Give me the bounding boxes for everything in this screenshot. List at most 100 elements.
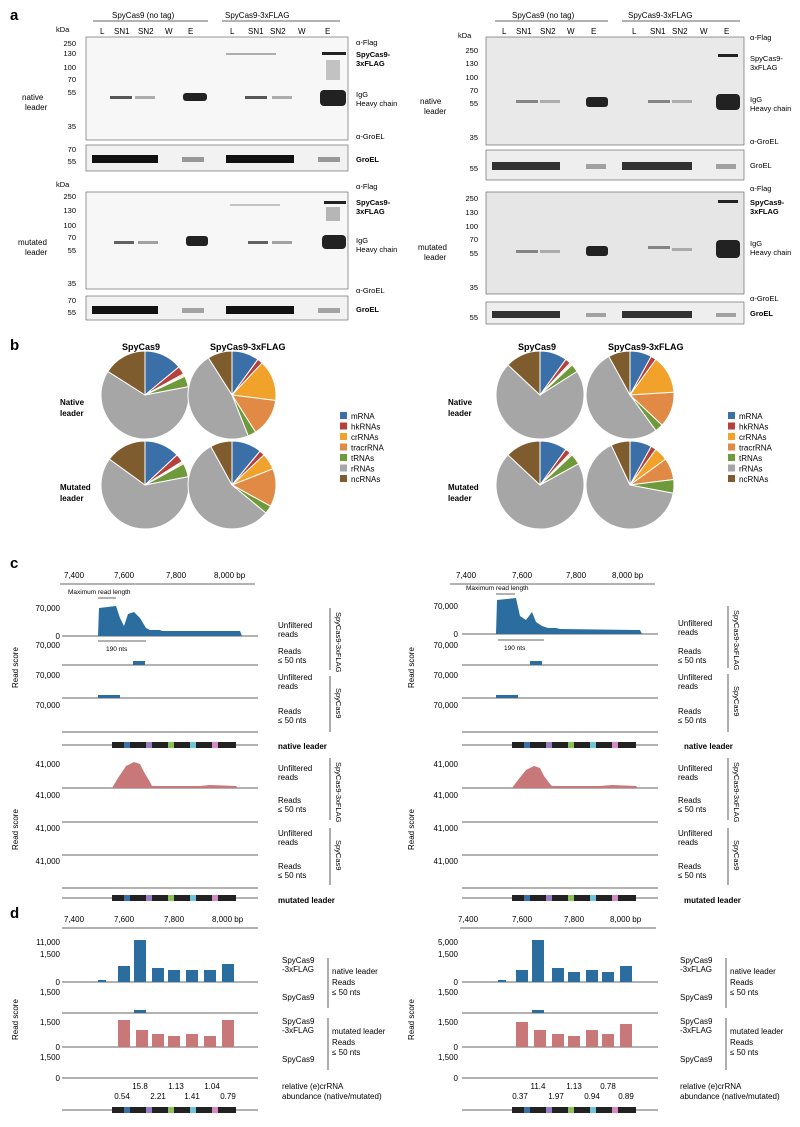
pie-row-label: Mutated (448, 483, 479, 492)
rel-abundance: 1.13 (168, 1082, 184, 1091)
track-scale: 70,000 (434, 701, 459, 710)
ab-groel-label: α-GroEL (356, 132, 385, 141)
rel-abundance: 0.79 (220, 1092, 236, 1101)
track-scale: 70,000 (36, 604, 61, 613)
bp-tick: 7,800 (564, 915, 585, 924)
bp-tick: 8,000 bp (212, 915, 244, 924)
track-group-label: SpyCas9-3xFLAG (732, 762, 741, 823)
track-label: ≤ 50 nts (678, 871, 706, 880)
track-label: SpyCas9 (680, 1055, 713, 1064)
ladder-mark: 55 (68, 88, 76, 97)
ladder-mark: 55 (470, 313, 478, 322)
track-label: Unfiltered (678, 673, 712, 682)
track-scale: 1,500 (438, 950, 459, 959)
pie-slice-ncrnas (107, 350, 146, 396)
track-label: mutated leader (730, 1027, 784, 1036)
track-scale: 1,500 (438, 1053, 459, 1062)
leader-label: mutated leader (278, 896, 335, 905)
track-scale: 70,000 (434, 641, 459, 650)
ab-flag-label: α-Flag (356, 38, 377, 47)
pie-slice-ncrnas (210, 440, 233, 486)
track-scale: 0 (56, 632, 61, 641)
ladder-mark: 55 (470, 164, 478, 173)
bp-tick: 8,000 bp (612, 571, 644, 580)
track-label: SpyCas9 (680, 993, 713, 1002)
track-scale: 41,000 (434, 824, 459, 833)
rel-abundance: 0.37 (512, 1092, 528, 1101)
rel-abundance: 0.54 (114, 1092, 130, 1101)
igg-label: IgG (356, 236, 368, 245)
bp-tick: 8,000 bp (610, 915, 642, 924)
lane-label: E (591, 27, 596, 36)
legend-swatch (728, 433, 735, 440)
track-label: reads (678, 628, 698, 637)
track-scale: 0 (454, 978, 459, 987)
spycas9-band-label: SpyCas9- (356, 198, 391, 207)
pie-row-label: Mutated (60, 483, 91, 492)
track-label: mutated leader (332, 1027, 386, 1036)
track-label: Reads (678, 862, 701, 871)
legend-label: tRNAs (351, 454, 374, 463)
track-label: SpyCas9 (680, 1017, 713, 1026)
track-scale: 0 (454, 1074, 459, 1083)
legend-label: hkRNAs (739, 423, 768, 432)
ladder-mark: 70 (68, 75, 76, 84)
legend-swatch (728, 464, 735, 472)
ladder-mark: 130 (465, 208, 478, 217)
track-label: ≤ 50 nts (730, 1048, 758, 1057)
ladder-mark: 70 (470, 235, 478, 244)
spycas9-band-label: 3xFLAG (356, 207, 385, 216)
kda-label: kDa (56, 180, 70, 189)
bp-tick: 7,600 (512, 571, 533, 580)
spycas9-band-label: SpyCas9- (356, 50, 391, 59)
blot-right: SpyCas9 (no tag) SpyCas9-3xFLAG L SN1 SN… (418, 11, 791, 325)
track-scale: 70,000 (36, 641, 61, 650)
track-scale: 0 (454, 1043, 459, 1052)
legend-label: mRNA (739, 412, 763, 421)
ladder-mark: 55 (68, 157, 76, 166)
row-label-mutated: leader (25, 248, 48, 257)
track-group-label: SpyCas9 (334, 688, 343, 718)
spycas9-band-label: SpyCas9- (750, 198, 785, 207)
track-label: Reads (278, 707, 301, 716)
read-score-label: Read score (407, 999, 416, 1040)
blot-right-group-1: SpyCas9 (no tag) (512, 11, 575, 20)
track-label: reads (678, 838, 698, 847)
pie-slice-ncrnas (610, 440, 631, 486)
pie-slice-rrnas (100, 458, 190, 530)
coverage-d-left: 7,400 7,600 7,800 8,000 bp (11, 915, 386, 1113)
lane-label: SN1 (516, 27, 532, 36)
spycas9-band-label: 3xFLAG (750, 207, 779, 216)
ladder-mark: 55 (68, 308, 76, 317)
bp-tick: 7,600 (512, 915, 533, 924)
leader-label: native leader (278, 742, 327, 751)
groel-label: GroEL (356, 155, 379, 164)
track-scale: 41,000 (36, 857, 61, 866)
legend-swatch (340, 422, 347, 430)
legend-label: tRNAs (739, 454, 762, 463)
legend-swatch (728, 454, 735, 461)
ab-groel-label: α-GroEL (356, 286, 385, 295)
track-label: Unfiltered (278, 621, 312, 630)
track-label: ≤ 50 nts (278, 805, 306, 814)
track-scale: 41,000 (36, 760, 61, 769)
legend-label: ncRNAs (739, 475, 768, 484)
pie-slice-rrnas (495, 364, 585, 440)
legend-label: rRNAs (739, 465, 763, 474)
ladder-mark: 250 (63, 192, 76, 201)
track-label: native leader (332, 967, 378, 976)
rel-abundance-label: relative (e)crRNA (282, 1082, 344, 1091)
igg-label: Heavy chain (750, 248, 791, 257)
leader-label: mutated leader (684, 896, 741, 905)
track-label: reads (278, 838, 298, 847)
legend-swatch (340, 443, 347, 451)
bp-tick: 7,800 (164, 915, 185, 924)
leader-label: native leader (684, 742, 733, 751)
ab-flag-label: α-Flag (356, 182, 377, 191)
igg-label: Heavy chain (356, 245, 397, 254)
bp-tick: 7,800 (566, 571, 587, 580)
kda-label: kDa (56, 25, 70, 34)
rel-abundance: 1.97 (548, 1092, 564, 1101)
track-label: SpyCas9 (680, 956, 713, 965)
